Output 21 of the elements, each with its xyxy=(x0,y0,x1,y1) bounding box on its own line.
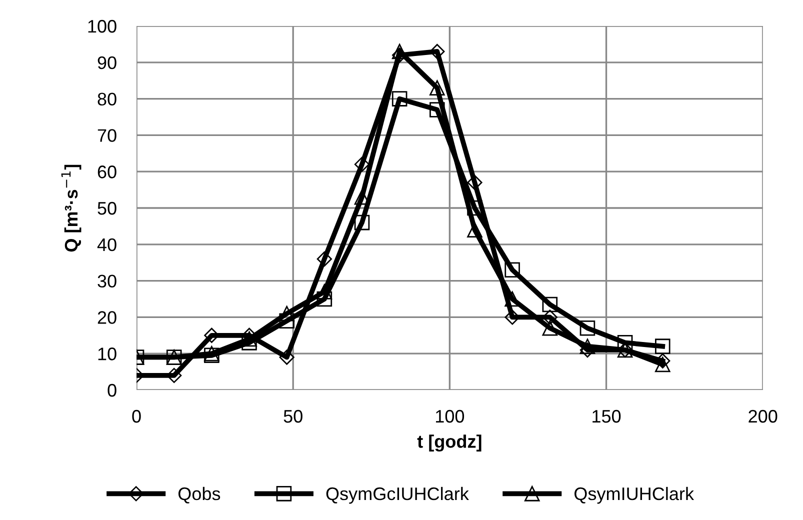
y-tick-label: 30 xyxy=(98,274,116,288)
y-tick-label: 90 xyxy=(98,56,116,70)
y-tick-label: 40 xyxy=(97,238,116,252)
legend-label: QsymGcIUHClark xyxy=(326,486,469,504)
y-tick-label: 70 xyxy=(98,129,116,142)
y-tick-label: 0 xyxy=(108,384,116,397)
y-axis-title: Q [m³·s$^{−1}$] xyxy=(61,164,82,252)
legend-label: Qobs xyxy=(178,486,220,504)
y-tick-label: 60 xyxy=(98,166,116,178)
y-tick-label: 80 xyxy=(98,92,116,106)
x-tick-label: 150 xyxy=(592,410,621,423)
y-tick-label: 100 xyxy=(88,20,116,33)
x-tick-label: 0 xyxy=(132,410,141,423)
x-tick-label: 100 xyxy=(436,410,464,423)
x-tick-label: 200 xyxy=(748,410,778,423)
legend-label: QsymIUHClark xyxy=(574,486,694,504)
y-tick-label: 50 xyxy=(98,202,116,215)
x-axis-title: t [godz] xyxy=(417,434,482,452)
x-tick-label: 50 xyxy=(284,410,302,423)
y-tick-label: 20 xyxy=(98,311,116,324)
y-tick-label: 10 xyxy=(98,348,116,360)
